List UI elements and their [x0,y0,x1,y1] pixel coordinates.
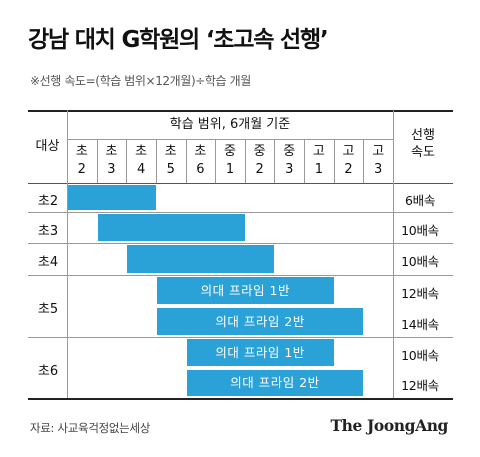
grade-divider [304,139,306,183]
bar-label: 의대 프라임 1반 [215,345,305,360]
header-range: 학습 범위, 6개월 기준 [169,117,291,132]
grade-year: 1 [314,162,324,177]
table-rule [28,183,453,184]
group-label: 초6 [37,363,59,379]
progress-bar: 의대 프라임 1반 [156,277,334,304]
grade-level: 고 [312,144,325,159]
bar-label: 의대 프라임 2반 [230,375,320,390]
speed-value: 14배속 [401,316,439,332]
table-rule [393,110,394,398]
table-rule [28,337,453,338]
speed-value: 10배속 [401,222,439,238]
grade-divider [126,139,128,183]
grade-level: 초 [105,144,118,159]
group-label: 초3 [37,223,59,239]
grade-level: 중 [253,144,266,159]
progress-bar [68,185,156,210]
bar-label: 의대 프라임 2반 [215,314,305,329]
table-rule [67,139,393,140]
speed-value: 10배속 [401,347,439,363]
grade-level: 고 [372,144,385,159]
table-rule [28,243,453,244]
formula-note: ※선행 속도=(학습 범위×12개월)÷학습 개월 [30,74,251,88]
progress-bar [97,214,245,241]
bar-label: 의대 프라임 1반 [200,283,291,298]
grade-year: 2 [77,162,86,177]
progress-bar [127,245,275,273]
header-target: 대상 [35,139,60,154]
header-speed-line1: 선행 [411,128,435,143]
grade-year: 6 [196,162,205,177]
grade-year: 5 [166,162,175,177]
grade-divider [96,139,98,183]
progress-bar: 의대 프라임 2반 [186,370,364,396]
grade-year: 2 [344,162,353,177]
grade-level: 초 [75,144,88,159]
grade-level: 고 [342,144,355,159]
group-label: 초5 [37,302,59,317]
table-top-rule [28,110,453,112]
group-label: 초4 [37,255,59,270]
speed-value: 12배속 [401,285,439,301]
publisher-logo: The JoongAng [330,416,448,435]
table-rule [28,275,453,276]
grade-divider [333,139,335,183]
grade-level: 중 [283,144,296,159]
grade-year: 3 [285,162,294,177]
grade-divider [155,139,157,183]
header-speed-line2: 속도 [411,145,435,160]
grade-year: 3 [374,162,383,177]
grade-year: 1 [225,162,235,177]
grade-level: 초 [164,144,177,159]
speed-value: 10배속 [401,254,439,269]
page-title: 강남 대치 G학원의 ‘초고속 선행’ [28,27,329,53]
progress-bar: 의대 프라임 2반 [156,308,364,335]
grade-divider [274,139,276,183]
grade-level: 초 [194,144,207,159]
progress-bar: 의대 프라임 1반 [186,339,334,366]
grade-level: 중 [224,144,236,159]
grade-divider [244,139,246,183]
grade-year: 3 [107,162,116,177]
table-bottom-rule [28,398,453,400]
grade-year: 4 [136,162,146,177]
grade-year: 2 [255,162,264,177]
group-label: 초2 [37,193,59,209]
speed-value: 6배속 [404,192,436,208]
grade-level: 초 [135,144,148,159]
grade-divider [185,139,187,183]
speed-value: 12배속 [401,378,439,393]
table-rule [28,212,453,213]
source-credit: 자료: 사교육걱정없는세상 [30,421,151,435]
table-rule [67,110,68,398]
grade-divider [215,139,217,183]
grade-divider [363,139,365,183]
